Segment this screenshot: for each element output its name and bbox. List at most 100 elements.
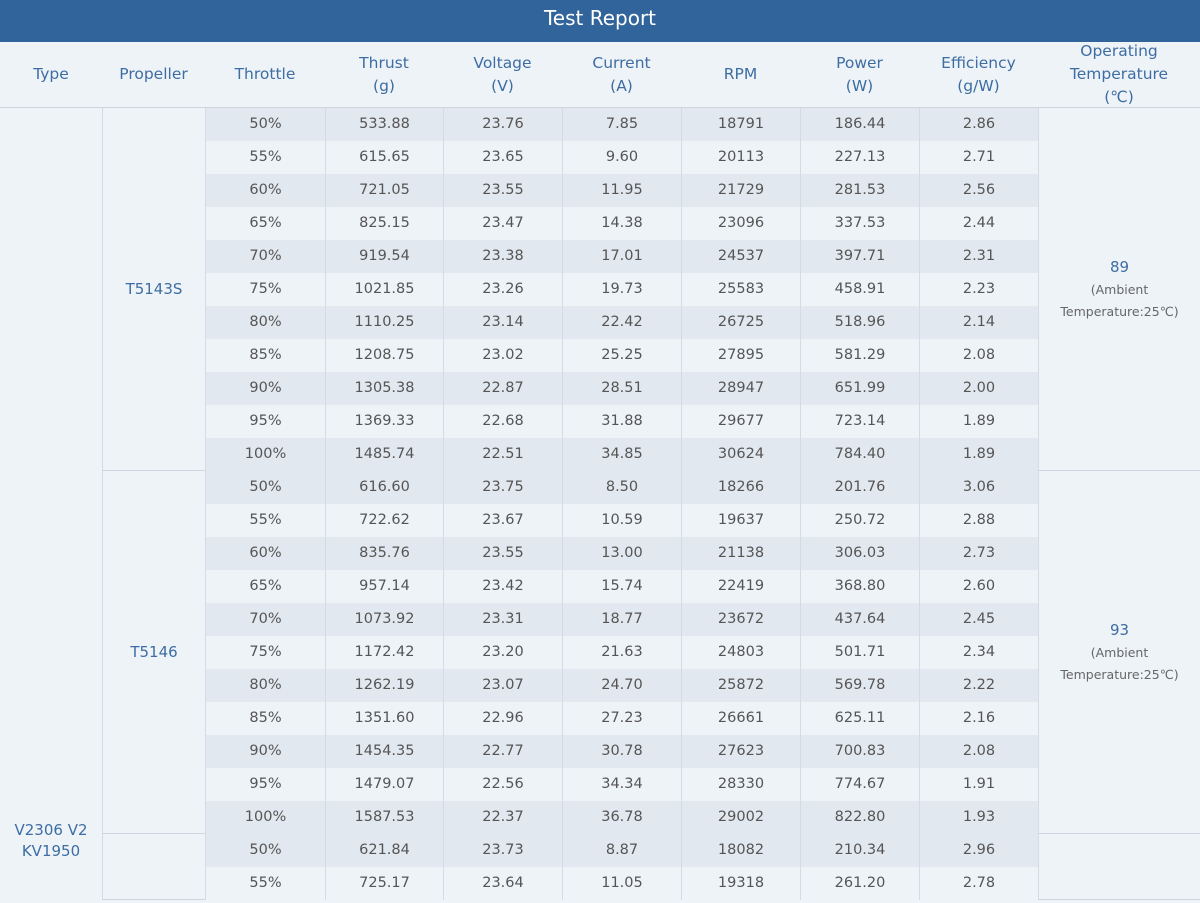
throttle-cell: 50%	[205, 108, 325, 141]
propeller-name: T5143S	[125, 280, 183, 298]
power-cell: 518.96	[800, 306, 919, 339]
efficiency-cell: 1.93	[919, 801, 1038, 834]
header-label: Voltage (V)	[473, 53, 532, 95]
rpm-cell: 27895	[681, 339, 800, 372]
thrust-cell: 1479.07	[325, 768, 443, 801]
voltage-cell: 22.96	[443, 702, 562, 735]
propeller-cell	[102, 834, 205, 900]
current-cell: 15.74	[562, 570, 681, 603]
throttle-cell: 65%	[205, 570, 325, 603]
current-cell: 8.50	[562, 471, 681, 504]
rpm-cell: 30624	[681, 438, 800, 471]
throttle-cell: 100%	[205, 801, 325, 834]
power-cell: 210.34	[800, 834, 919, 867]
power-cell: 306.03	[800, 537, 919, 570]
efficiency-cell: 3.06	[919, 471, 1038, 504]
current-cell: 25.25	[562, 339, 681, 372]
thrust-cell: 616.60	[325, 471, 443, 504]
throttle-cell: 85%	[205, 702, 325, 735]
rpm-cell: 18082	[681, 834, 800, 867]
rpm-cell: 26725	[681, 306, 800, 339]
header-label: Operating Temperature (℃)	[1069, 42, 1169, 106]
current-cell: 30.78	[562, 735, 681, 768]
thrust-cell: 722.62	[325, 504, 443, 537]
power-cell: 784.40	[800, 438, 919, 471]
throttle-cell: 90%	[205, 735, 325, 768]
current-cell: 34.34	[562, 768, 681, 801]
current-cell: 9.60	[562, 141, 681, 174]
rpm-cell: 18266	[681, 471, 800, 504]
current-cell: 14.38	[562, 207, 681, 240]
voltage-cell: 23.42	[443, 570, 562, 603]
header-temperature: Operating Temperature (℃)	[1038, 42, 1200, 108]
thrust-cell: 615.65	[325, 141, 443, 174]
current-cell: 19.73	[562, 273, 681, 306]
efficiency-cell: 2.22	[919, 669, 1038, 702]
temperature-cell: 93 (Ambient Temperature:25℃)	[1038, 471, 1200, 834]
throttle-cell: 55%	[205, 867, 325, 900]
header-label: Current (A)	[592, 53, 651, 95]
efficiency-cell: 2.16	[919, 702, 1038, 735]
header-type: Type	[0, 42, 102, 108]
thrust-cell: 1262.19	[325, 669, 443, 702]
thrust-cell: 835.76	[325, 537, 443, 570]
efficiency-cell: 2.34	[919, 636, 1038, 669]
efficiency-cell: 2.86	[919, 108, 1038, 141]
header-label: RPM	[723, 65, 758, 83]
header-thrust: Thrust (g)	[325, 42, 443, 108]
current-cell: 24.70	[562, 669, 681, 702]
rpm-cell: 24803	[681, 636, 800, 669]
header-propeller: Propeller	[102, 42, 205, 108]
voltage-cell: 22.87	[443, 372, 562, 405]
operating-temperature: 93	[1109, 621, 1130, 639]
thrust-cell: 1485.74	[325, 438, 443, 471]
temperature-cell	[1038, 834, 1200, 900]
thrust-cell: 1587.53	[325, 801, 443, 834]
throttle-cell: 70%	[205, 603, 325, 636]
voltage-cell: 23.65	[443, 141, 562, 174]
power-cell: 700.83	[800, 735, 919, 768]
throttle-cell: 95%	[205, 405, 325, 438]
voltage-cell: 22.37	[443, 801, 562, 834]
rpm-cell: 28330	[681, 768, 800, 801]
voltage-cell: 22.68	[443, 405, 562, 438]
thrust-cell: 725.17	[325, 867, 443, 900]
header-rpm: RPM	[681, 42, 800, 108]
efficiency-cell: 2.23	[919, 273, 1038, 306]
header-label: Propeller	[119, 65, 188, 83]
throttle-cell: 60%	[205, 537, 325, 570]
header-label: Efficiency (g/W)	[941, 53, 1016, 95]
power-cell: 569.78	[800, 669, 919, 702]
current-cell: 22.42	[562, 306, 681, 339]
power-cell: 501.71	[800, 636, 919, 669]
current-cell: 34.85	[562, 438, 681, 471]
throttle-cell: 90%	[205, 372, 325, 405]
rpm-cell: 18791	[681, 108, 800, 141]
rpm-cell: 21729	[681, 174, 800, 207]
power-cell: 337.53	[800, 207, 919, 240]
voltage-cell: 23.14	[443, 306, 562, 339]
voltage-cell: 23.73	[443, 834, 562, 867]
efficiency-cell: 1.91	[919, 768, 1038, 801]
voltage-cell: 22.51	[443, 438, 562, 471]
current-cell: 17.01	[562, 240, 681, 273]
throttle-cell: 55%	[205, 504, 325, 537]
efficiency-cell: 2.45	[919, 603, 1038, 636]
power-cell: 250.72	[800, 504, 919, 537]
current-cell: 18.77	[562, 603, 681, 636]
voltage-cell: 23.20	[443, 636, 562, 669]
thrust-cell: 957.14	[325, 570, 443, 603]
voltage-cell: 23.38	[443, 240, 562, 273]
power-cell: 458.91	[800, 273, 919, 306]
efficiency-cell: 2.56	[919, 174, 1038, 207]
power-cell: 261.20	[800, 867, 919, 900]
rpm-cell: 24537	[681, 240, 800, 273]
thrust-cell: 1110.25	[325, 306, 443, 339]
current-cell: 13.00	[562, 537, 681, 570]
efficiency-cell: 2.60	[919, 570, 1038, 603]
efficiency-cell: 2.08	[919, 735, 1038, 768]
power-cell: 774.67	[800, 768, 919, 801]
thrust-cell: 1073.92	[325, 603, 443, 636]
header-label: Throttle	[234, 65, 296, 83]
header-label: Thrust (g)	[359, 53, 409, 95]
